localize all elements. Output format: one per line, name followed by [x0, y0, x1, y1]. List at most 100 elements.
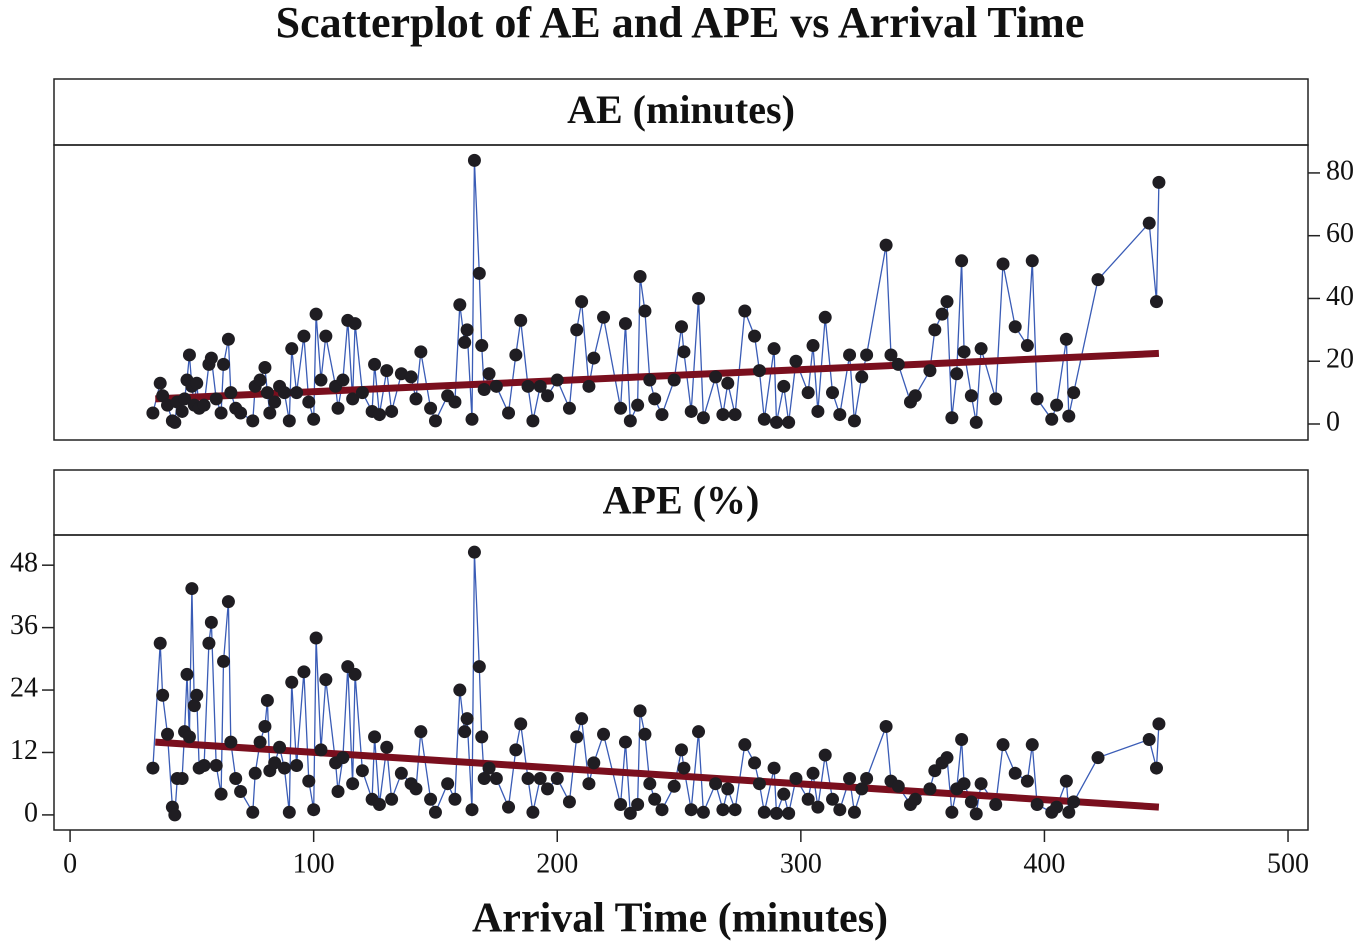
point	[331, 401, 345, 415]
point	[570, 730, 584, 744]
point	[1008, 766, 1022, 780]
point	[502, 800, 516, 814]
point	[1020, 339, 1034, 353]
point	[197, 398, 211, 412]
point	[989, 392, 1003, 406]
point	[575, 295, 589, 309]
point	[533, 771, 547, 785]
point	[696, 411, 710, 425]
point	[187, 699, 201, 713]
point	[448, 792, 462, 806]
point	[514, 313, 528, 327]
point	[180, 667, 194, 681]
point	[409, 782, 423, 796]
point	[214, 406, 228, 420]
point	[633, 704, 647, 718]
point	[197, 758, 211, 772]
point	[777, 379, 791, 393]
point	[146, 406, 160, 420]
x-tick-label: 100	[293, 848, 335, 879]
point	[302, 395, 316, 409]
point	[414, 345, 428, 359]
point	[290, 758, 304, 772]
point	[614, 401, 628, 415]
point	[424, 401, 438, 415]
panel-title: APE (%)	[603, 478, 760, 523]
point	[855, 782, 869, 796]
point	[964, 795, 978, 809]
point	[336, 373, 350, 387]
point	[409, 392, 423, 406]
point	[638, 727, 652, 741]
point	[533, 379, 547, 393]
point	[562, 401, 576, 415]
point	[1142, 216, 1156, 230]
point	[648, 392, 662, 406]
point	[465, 803, 479, 817]
point	[489, 771, 503, 785]
point	[385, 404, 399, 418]
point	[923, 364, 937, 378]
point	[161, 727, 175, 741]
point	[582, 379, 596, 393]
point	[769, 806, 783, 820]
point	[860, 348, 874, 362]
point	[928, 323, 942, 337]
point	[847, 414, 861, 428]
point	[482, 367, 496, 381]
point	[587, 756, 601, 770]
point	[891, 357, 905, 371]
x-tick-label: 300	[780, 848, 822, 879]
point	[448, 395, 462, 409]
point	[182, 730, 196, 744]
point	[655, 803, 669, 817]
point	[674, 320, 688, 334]
point	[818, 310, 832, 324]
point	[721, 782, 735, 796]
point	[175, 771, 189, 785]
point	[307, 803, 321, 817]
point	[1025, 254, 1039, 268]
point	[234, 406, 248, 420]
point	[623, 806, 637, 820]
point	[1045, 412, 1059, 426]
point	[372, 798, 386, 812]
point	[441, 777, 455, 791]
point	[460, 323, 474, 337]
point	[209, 392, 223, 406]
point	[643, 777, 657, 791]
x-tick-label: 400	[1023, 848, 1065, 879]
point	[168, 415, 182, 429]
point	[509, 348, 523, 362]
point	[307, 412, 321, 426]
point	[204, 615, 218, 629]
point	[575, 712, 589, 726]
point	[940, 751, 954, 765]
point	[709, 370, 723, 384]
point	[428, 805, 442, 819]
point	[258, 719, 272, 733]
point	[945, 805, 959, 819]
point	[268, 756, 282, 770]
point	[1142, 732, 1156, 746]
point	[156, 688, 170, 702]
point	[631, 398, 645, 412]
panel-header	[53, 469, 1309, 536]
y-tick-label: 0	[1326, 406, 1340, 437]
point	[309, 631, 323, 645]
point	[935, 307, 949, 321]
point	[811, 404, 825, 418]
point	[263, 406, 277, 420]
point	[477, 771, 491, 785]
point	[475, 730, 489, 744]
point	[309, 307, 323, 321]
point	[246, 805, 260, 819]
point	[677, 761, 691, 775]
point	[789, 354, 803, 368]
point	[380, 740, 394, 754]
point	[355, 386, 369, 400]
point	[1008, 320, 1022, 334]
point	[217, 357, 231, 371]
point	[428, 414, 442, 428]
point	[526, 805, 540, 819]
